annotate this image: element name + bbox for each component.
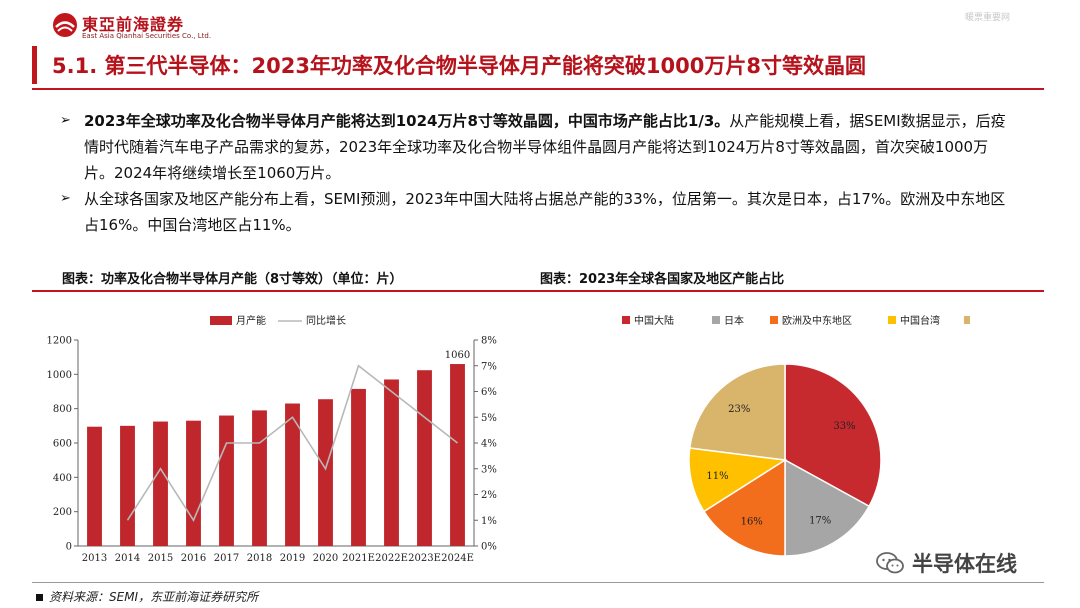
x-tick-label: 2018: [247, 553, 272, 564]
slice-label: 33%: [833, 421, 855, 432]
x-tick-label: 2020: [313, 553, 338, 564]
source-text: 资料来源：SEMI，东亚前海证券研究所: [49, 590, 259, 604]
bar: [351, 388, 366, 546]
legend-swatch-bar: [210, 316, 232, 325]
x-tick-label: 2022E: [375, 553, 408, 564]
brand-logo: 東亞前海證券 East Asia Qianhai Securities Co.,…: [52, 10, 211, 44]
brand-logo-icon: [53, 13, 77, 37]
x-tick-label: 2013: [82, 553, 107, 564]
pie-slice: [784, 363, 882, 508]
pie-slice: [784, 458, 871, 557]
x-tick-label: 2017: [214, 553, 239, 564]
y-tick-label: 200: [53, 507, 72, 518]
bullet-arrow-icon: ➢: [60, 191, 71, 206]
watermark: 半导体在线: [876, 548, 1017, 578]
source-note: 资料来源：SEMI，东亚前海证券研究所: [36, 588, 258, 605]
y2-tick-label: 2%: [481, 490, 497, 501]
bar: [120, 425, 135, 546]
legend-swatch: [622, 316, 630, 324]
slice-label: 17%: [809, 515, 831, 526]
legend-label: 月产能: [236, 314, 266, 327]
source-divider: [32, 582, 1044, 583]
summary-bullets: ➢ 2023年全球功率及化合物半导体月产能将达到1024万片8寸等效晶圆，中国市…: [60, 108, 1015, 238]
title-divider: [32, 88, 1044, 90]
x-tick-label: 2015: [148, 553, 173, 564]
y2-tick-label: 7%: [481, 361, 497, 372]
pie-slice: [688, 363, 786, 461]
chart-caption-left: 图表：功率及化合物半导体月产能（8寸等效）（单位：片）: [62, 272, 403, 287]
legend-swatch: [964, 316, 970, 324]
y2-tick-label: 4%: [481, 439, 497, 450]
y2-tick-label: 8%: [481, 336, 497, 347]
legend-label: 中国大陆: [634, 314, 674, 327]
bar: [285, 403, 300, 546]
bullet-item: ➢ 2023年全球功率及化合物半导体月产能将达到1024万片8寸等效晶圆，中国市…: [60, 108, 1015, 186]
y-tick-label: 1200: [47, 336, 72, 347]
title-accent-bar: [32, 46, 37, 84]
wechat-icon: [876, 552, 904, 574]
bar: [186, 420, 201, 546]
y-tick-label: 0: [66, 542, 72, 553]
source-square-icon: [36, 594, 43, 601]
bullet-bold-text: 2023年全球功率及化合物半导体月产能将达到1024万片8寸等效晶圆，中国市场产…: [84, 112, 730, 130]
bar: [384, 379, 399, 546]
bar: [450, 364, 465, 546]
bar: [252, 410, 267, 546]
brand-name: 東亞前海證券: [82, 15, 185, 34]
x-tick-label: 2014: [115, 553, 140, 564]
bar: [87, 426, 102, 546]
x-tick-label: 2019: [280, 553, 305, 564]
x-tick-label: 2016: [181, 553, 206, 564]
bar: [318, 399, 333, 546]
y-tick-label: 1000: [47, 370, 72, 381]
slice-label: 11%: [706, 471, 728, 482]
data-label: 1060: [445, 350, 470, 361]
bar: [219, 415, 234, 546]
x-tick-label: 2023E: [408, 553, 441, 564]
bullet-text: 从产能规模上看，据SEMI数据显示，后疫情时代随着汽车电子产品需求的复苏，202…: [84, 112, 1006, 182]
bullet-item: ➢ 从全球各国家及地区产能分布上看，SEMI预测，2023年中国大陆将占据总产能…: [60, 186, 1015, 238]
bar: [417, 370, 432, 546]
legend-label: 中国台湾: [900, 314, 940, 327]
pie-slice: [702, 458, 786, 557]
pie-slice: [688, 447, 788, 513]
x-tick-label: 2021E: [342, 553, 375, 564]
bullet-arrow-icon: ➢: [60, 113, 71, 128]
brand-name-en: East Asia Qianhai Securities Co., Ltd.: [82, 32, 212, 40]
watermark-text: 半导体在线: [912, 552, 1017, 576]
legend-swatch: [888, 316, 896, 324]
y2-tick-label: 6%: [481, 387, 497, 398]
y2-tick-label: 3%: [481, 464, 497, 475]
top-right-mark: 暖票重要网: [964, 13, 1010, 23]
pie-legend: 中国大陆日本欧洲及中东地区中国台湾其他: [622, 314, 970, 327]
legend-label: 同比增长: [306, 314, 346, 327]
legend-label: 欧洲及中东地区: [782, 314, 852, 327]
y-tick-label: 400: [53, 473, 72, 484]
bullet-text: 从全球各国家及地区产能分布上看，SEMI预测，2023年中国大陆将占据总产能的3…: [84, 190, 1006, 234]
y2-tick-label: 5%: [481, 413, 497, 424]
page-title: 5.1. 第三代半导体：2023年功率及化合物半导体月产能将突破1000万片8寸…: [52, 54, 866, 78]
slice-label: 16%: [741, 517, 763, 528]
y-tick-label: 600: [53, 439, 72, 450]
chart-legend: 月产能 同比增长: [210, 314, 346, 327]
y-tick-label: 800: [53, 404, 72, 415]
y2-tick-label: 0%: [481, 542, 497, 553]
legend-label: 日本: [724, 314, 744, 327]
slice-label: 23%: [728, 404, 750, 415]
capacity-bar-line-chart: 0 200 400 600 800 1000 1200 0% 1% 2% 3% 4% 5% 6% 7% 8% 2…: [47, 314, 497, 564]
x-tick-label: 2024E: [441, 553, 474, 564]
y2-tick-label: 1%: [481, 516, 497, 527]
legend-swatch: [770, 316, 778, 324]
region-share-pie-chart: 中国大陆日本欧洲及中东地区中国台湾其他33%17%16%11%23%: [622, 314, 970, 557]
chart-caption-right: 图表：2023年全球各国家及地区产能占比: [540, 272, 785, 287]
caption-divider: [32, 290, 1044, 292]
legend-swatch: [712, 316, 720, 324]
bar: [153, 421, 168, 546]
